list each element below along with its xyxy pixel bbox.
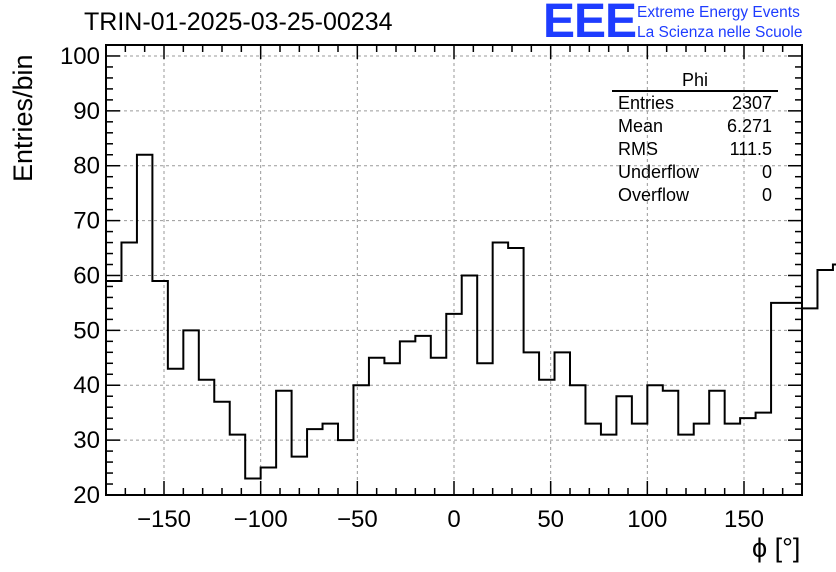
stats-label: RMS <box>618 139 658 159</box>
stats-title: Phi <box>612 70 778 92</box>
stats-row-underflow: Underflow 0 <box>612 161 778 184</box>
y-tick-label: 70 <box>73 208 100 235</box>
x-tick-labels: −150 −100 −50 0 50 100 150 <box>137 506 764 533</box>
stats-label: Entries <box>618 93 675 113</box>
y-tick-label: 60 <box>73 262 100 289</box>
stats-label: Underflow <box>618 162 700 182</box>
x-axis-label: ϕ [°] <box>752 533 801 563</box>
logo-line-1: Extreme Energy Events <box>637 4 800 21</box>
histogram-series-line <box>106 153 836 480</box>
stats-value: 111.5 <box>729 139 772 159</box>
stats-row-mean: Mean 6.271 <box>612 115 778 138</box>
axis-ticks <box>105 44 803 496</box>
plot-frame <box>105 44 803 496</box>
x-tick-label: 150 <box>724 506 764 533</box>
y-tick-label: 30 <box>73 427 100 454</box>
x-tick-label: −50 <box>337 506 378 533</box>
x-tick-label: 100 <box>627 506 667 533</box>
x-tick-label: 0 <box>447 506 460 533</box>
stats-value: 2307 <box>731 93 772 113</box>
stats-label: Overflow <box>618 185 690 205</box>
eee-logo: EEE <box>543 0 637 48</box>
stats-value: 0 <box>761 162 772 182</box>
y-tick-label: 40 <box>73 372 100 399</box>
y-tick-label: 100 <box>60 43 100 70</box>
x-tick-label: 50 <box>537 506 564 533</box>
stats-value: 0 <box>761 185 772 205</box>
y-tick-label: 80 <box>73 153 100 180</box>
x-tick-label: −100 <box>234 506 288 533</box>
y-axis-label: Entries/bin <box>8 54 38 182</box>
stats-label: Mean <box>618 116 664 136</box>
stats-value: 6.271 <box>726 116 772 136</box>
chart-title: TRIN-01-2025-03-25-00234 <box>84 8 393 36</box>
x-tick-label: −150 <box>137 506 191 533</box>
stats-row-rms: RMS 111.5 <box>612 138 778 161</box>
logo-line-2: La Scienza nelle Scuole <box>637 24 803 41</box>
y-tick-label: 20 <box>73 482 100 509</box>
stats-row-overflow: Overflow 0 <box>612 184 778 207</box>
stats-row-entries: Entries 2307 <box>612 92 778 115</box>
y-tick-label: 50 <box>73 317 100 344</box>
y-tick-labels: 20 30 40 50 60 70 80 90 100 <box>60 43 100 509</box>
stats-box: Phi Entries 2307 Mean 6.271 RMS 111.5 Un… <box>612 70 778 207</box>
y-tick-label: 90 <box>73 98 100 125</box>
